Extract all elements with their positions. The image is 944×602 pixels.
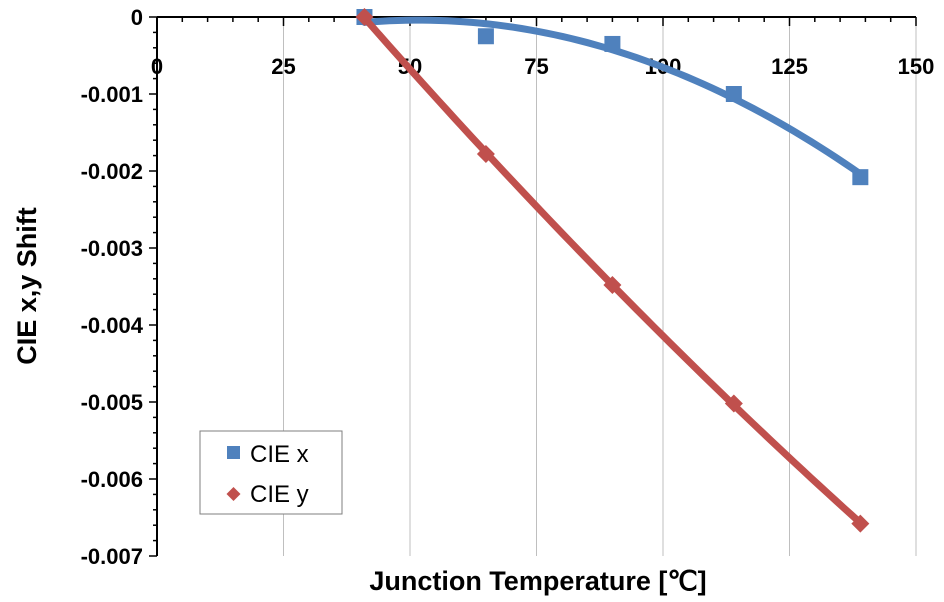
y-tick-label: -0.007	[81, 544, 143, 569]
x-axis-title: Junction Temperature [℃]	[369, 566, 706, 596]
y-tick-label: -0.004	[81, 313, 144, 338]
data-point	[477, 28, 494, 45]
legend-item-cie-y: CIE y	[226, 481, 309, 508]
y-tick-label: -0.002	[81, 159, 143, 184]
legend: CIE x CIE y	[199, 430, 343, 515]
y-axis-title: CIE x,y Shift	[12, 207, 42, 365]
y-tick-label: -0.003	[81, 236, 143, 261]
legend-square-marker	[227, 446, 240, 459]
y-axis: 0 -0.001 -0.002 -0.003 -0.004 -0.005 -0.006 -0.…	[81, 5, 158, 569]
series-layer	[355, 8, 870, 533]
grid-lines	[283, 17, 917, 556]
y-axis-ticks: 0 -0.001 -0.002 -0.003 -0.004 -0.005 -0.006 -0.…	[81, 5, 157, 569]
trendline	[360, 14, 864, 527]
series-cie-y	[355, 8, 870, 533]
y-tick-label: -0.006	[81, 467, 143, 492]
data-point	[852, 169, 869, 186]
y-tick-label: 0	[131, 5, 143, 30]
legend-label: CIE x	[250, 441, 309, 468]
data-point	[355, 8, 374, 26]
legend-label: CIE y	[250, 481, 309, 508]
data-point	[725, 86, 742, 102]
x-tick-label: 125	[771, 54, 808, 79]
x-tick-label: 150	[898, 54, 935, 79]
y-tick-label: -0.001	[81, 82, 143, 107]
data-point	[724, 394, 743, 413]
x-tick-label: 75	[524, 54, 548, 79]
data-point	[476, 145, 495, 164]
x-tick-label: 25	[271, 54, 295, 79]
data-point	[604, 35, 621, 52]
legend-diamond-marker	[226, 487, 241, 501]
legend-item-cie-x: CIE x	[227, 441, 309, 468]
y-tick-label: -0.005	[81, 390, 143, 415]
data-point	[603, 275, 622, 294]
legend-box	[199, 430, 343, 515]
data-point	[851, 514, 870, 533]
x-axis: 0255075100125150	[151, 16, 934, 79]
x-axis-ticks: 0255075100125150	[151, 17, 934, 79]
